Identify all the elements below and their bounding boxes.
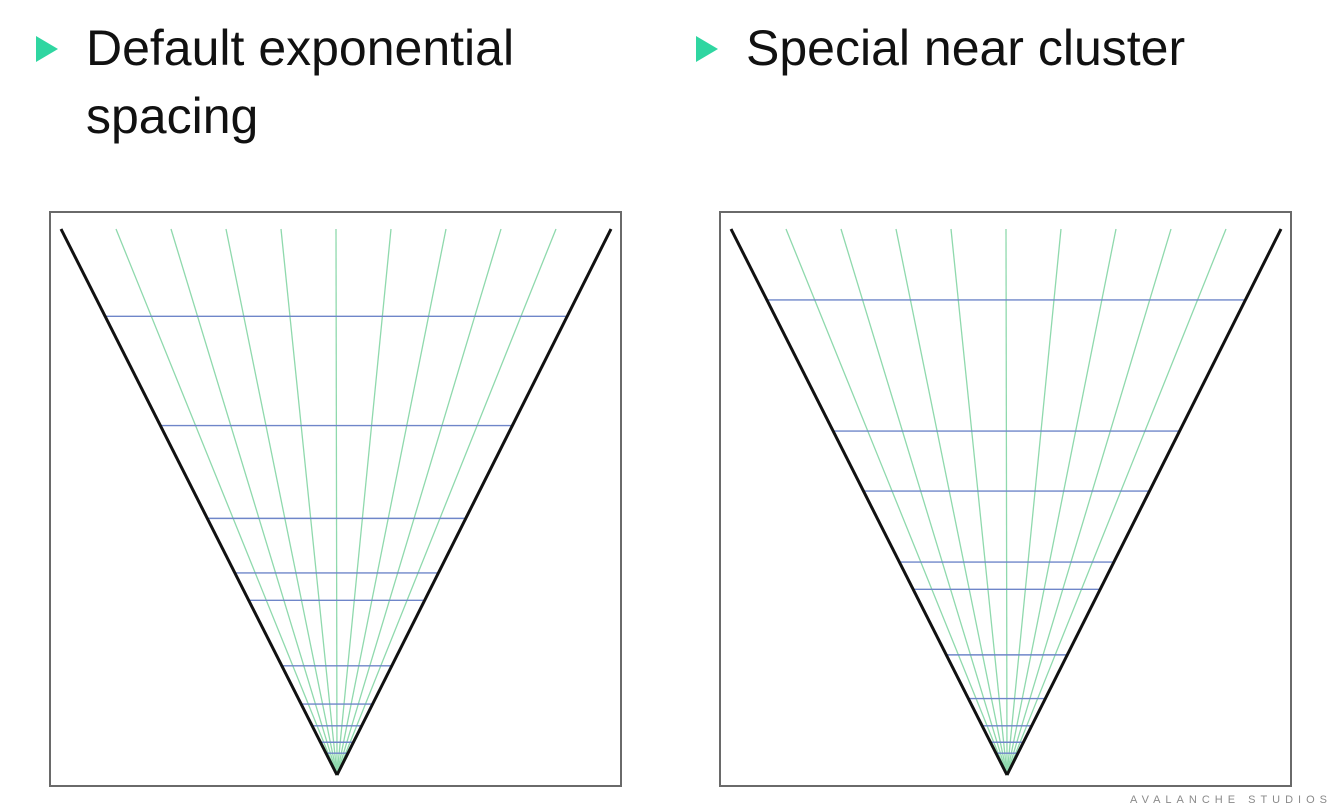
view-ray [336, 228, 392, 776]
view-ray [336, 228, 557, 776]
view-ray [1006, 228, 1117, 776]
bullet-left: Default exponential spacing [36, 14, 596, 150]
frustum-edge-right [335, 228, 613, 776]
watermark: AVALANCHE STUDIOS [1130, 794, 1332, 806]
frustum-svg [59, 228, 613, 776]
frustum-edge-left [59, 228, 339, 776]
frustum-diagram-default [49, 211, 622, 787]
view-ray [1005, 228, 1008, 776]
frustum-diagram-near-cluster [719, 211, 1292, 787]
view-ray [335, 228, 338, 776]
view-ray [895, 228, 1008, 776]
bullet-text: Default exponential spacing [86, 20, 515, 144]
triangle-bullet-icon [696, 36, 718, 62]
view-ray [280, 228, 338, 776]
view-ray [225, 228, 338, 776]
view-ray [336, 228, 502, 776]
view-ray [950, 228, 1008, 776]
frustum-edge-right [1005, 228, 1283, 776]
view-ray [785, 228, 1008, 776]
view-ray [115, 228, 338, 776]
triangle-bullet-icon [36, 36, 58, 62]
bullet-text: Special near cluster [746, 20, 1186, 76]
bullet-right: Special near cluster [696, 14, 1316, 82]
view-ray [840, 228, 1008, 776]
view-ray [1006, 228, 1227, 776]
view-ray [1006, 228, 1062, 776]
frustum-edge-left [729, 228, 1009, 776]
view-ray [336, 228, 447, 776]
view-ray [170, 228, 338, 776]
frustum-svg [729, 228, 1283, 776]
view-ray [1006, 228, 1172, 776]
